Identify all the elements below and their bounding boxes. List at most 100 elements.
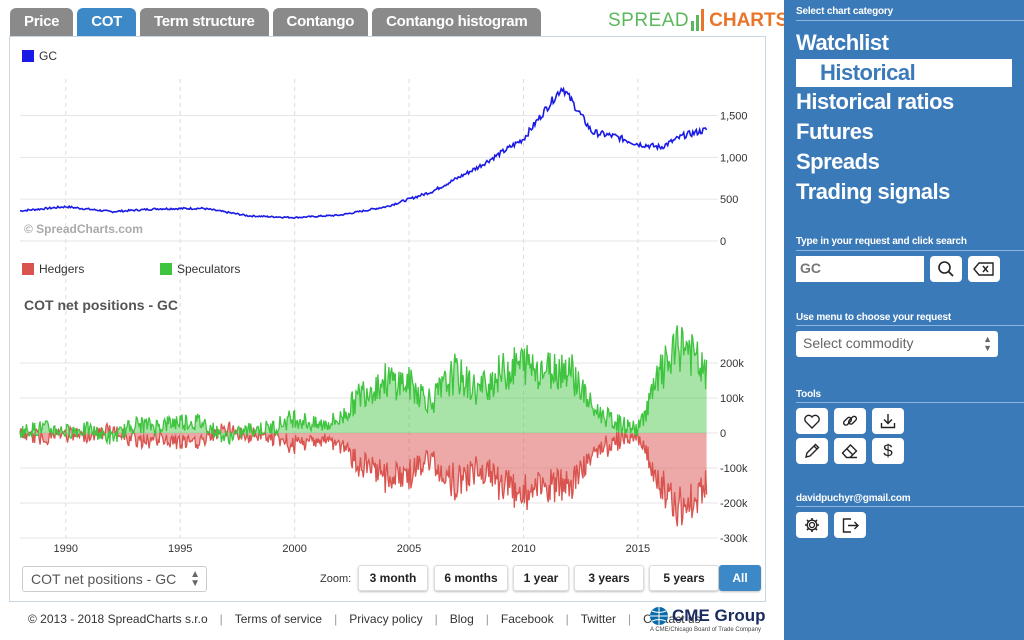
cot-ytick-label: 100k xyxy=(720,393,744,405)
clear-search-button[interactable] xyxy=(968,256,1000,282)
logout-button[interactable] xyxy=(834,512,866,538)
cot-ytick-label: 200k xyxy=(720,358,744,370)
divider xyxy=(796,250,1024,251)
tab-price[interactable]: Price xyxy=(10,8,74,36)
hedgers-label: Hedgers xyxy=(39,262,85,276)
price-ytick-label: 1,000 xyxy=(720,152,748,164)
pencil-icon xyxy=(805,443,820,458)
logo-bars-icon xyxy=(690,9,708,33)
footer-separator: | xyxy=(485,612,489,626)
commodity-select[interactable]: Select commodity ▲ ▼ xyxy=(796,331,998,357)
backspace-icon xyxy=(973,262,994,276)
category-futures[interactable]: Futures xyxy=(796,119,874,144)
dollar-icon: $ xyxy=(883,441,893,460)
footer-separator: | xyxy=(565,612,569,626)
series-select[interactable]: COT net positions - GC ▲ ▼ xyxy=(22,566,207,592)
footer-link-blog[interactable]: Blog xyxy=(449,612,474,626)
zoom-3-years-button[interactable]: 3 years xyxy=(574,565,644,591)
category-historical-ratios[interactable]: Historical ratios xyxy=(796,89,954,114)
footer-link-privacy-policy[interactable]: Privacy policy xyxy=(349,612,423,626)
tab-cot[interactable]: COT xyxy=(77,8,136,36)
spreadcharts-logo[interactable]: SPREAD CHARTS xyxy=(608,6,788,36)
search-button[interactable] xyxy=(930,256,962,282)
chart-panel: GC 0 500 1,000 1,500 200k 100k 0 -100k -200k -300… xyxy=(9,36,766,602)
divider xyxy=(796,402,1024,403)
price-legend-label: GC xyxy=(39,49,57,63)
tools-heading: Tools xyxy=(796,389,821,400)
price-legend[interactable]: GC xyxy=(22,49,57,63)
footer-link-terms-of-service[interactable]: Terms of service xyxy=(234,612,323,626)
erase-button[interactable] xyxy=(834,438,866,464)
select-arrows-icon: ▲ ▼ xyxy=(983,334,992,353)
logo-spread-text: SPREAD xyxy=(608,10,690,31)
price-legend-swatch xyxy=(22,50,34,62)
xtick-label: 2015 xyxy=(626,543,650,555)
xtick-label: 2005 xyxy=(397,543,421,555)
link-button[interactable] xyxy=(834,408,866,434)
footer-link-twitter[interactable]: Twitter xyxy=(580,612,617,626)
hedgers-swatch xyxy=(22,263,34,275)
xtick-label: 2010 xyxy=(511,543,535,555)
xtick-label: 2000 xyxy=(282,543,306,555)
favorite-button[interactable] xyxy=(796,408,828,434)
cot-chart-title: COT net positions - GC xyxy=(24,297,178,313)
price-series-line xyxy=(19,86,708,220)
settings-button[interactable] xyxy=(796,512,828,538)
speculators-label: Speculators xyxy=(177,262,241,276)
category-spreads[interactable]: Spreads xyxy=(796,149,880,174)
footer-copyright: © 2013 - 2018 SpreadCharts s.r.o xyxy=(28,612,208,626)
select-arrows-icon: ▲ ▼ xyxy=(190,569,200,589)
eraser-icon xyxy=(841,444,858,459)
footer-separator: | xyxy=(219,612,223,626)
logo-charts-text: CHARTS xyxy=(709,10,789,31)
series-select-value: COT net positions - GC xyxy=(31,571,177,587)
price-ytick-label: 1,500 xyxy=(720,110,748,122)
zoom-6-months-button[interactable]: 6 months xyxy=(434,565,508,591)
category-watchlist[interactable]: Watchlist xyxy=(796,30,889,55)
search-input[interactable]: GC xyxy=(796,256,924,282)
footer-separator: | xyxy=(628,612,632,626)
price-ytick-label: 0 xyxy=(720,236,726,248)
search-icon xyxy=(938,261,954,277)
draw-button[interactable] xyxy=(796,438,828,464)
category-trading-signals[interactable]: Trading signals xyxy=(796,179,950,204)
logout-icon xyxy=(842,517,859,533)
tab-term-structure[interactable]: Term structure xyxy=(139,8,269,36)
cot-legend-hedgers[interactable]: Hedgers xyxy=(22,262,84,276)
chart-tabs: Price COT Term structure Contango Contango h… xyxy=(10,8,545,36)
cot-ytick-label: -100k xyxy=(720,463,748,475)
search-heading: Type in your request and click search xyxy=(796,236,967,247)
menu-heading: Use menu to choose your request xyxy=(796,312,951,323)
category-heading: Select chart category xyxy=(796,6,893,17)
footer-separator: | xyxy=(334,612,338,626)
cot-ytick-label: 0 xyxy=(720,428,726,440)
footer: © 2013 - 2018 SpreadCharts s.r.o | Terms … xyxy=(28,612,701,626)
zoom-5-years-button[interactable]: 5 years xyxy=(649,565,719,591)
sidebar: Select chart category Watchlist Historica… xyxy=(784,0,1024,640)
watermark: © SpreadCharts.com xyxy=(24,222,143,236)
zoom-label: Zoom: xyxy=(320,573,352,585)
tab-contango[interactable]: Contango xyxy=(272,8,369,36)
cot-legend-speculators[interactable]: Speculators xyxy=(160,262,240,276)
tab-contango-histogram[interactable]: Contango histogram xyxy=(372,8,542,36)
gear-icon xyxy=(805,518,819,532)
zoom-3-month-button[interactable]: 3 month xyxy=(358,565,428,591)
heart-icon xyxy=(804,414,820,429)
footer-separator: | xyxy=(434,612,438,626)
divider xyxy=(796,325,1024,326)
speculators-swatch xyxy=(160,263,172,275)
chart-canvas[interactable]: 0 500 1,000 1,500 200k 100k 0 -100k -200k -300k 19… xyxy=(10,37,767,557)
link-icon xyxy=(842,415,858,426)
pricing-button[interactable]: $ xyxy=(872,438,904,464)
download-button[interactable] xyxy=(872,408,904,434)
cot-ytick-label: -200k xyxy=(720,498,748,510)
cme-brand-text: CME Group xyxy=(672,606,766,625)
category-historical[interactable]: Historical xyxy=(796,59,1012,87)
zoom-all-button[interactable]: All xyxy=(719,565,761,591)
xtick-label: 1990 xyxy=(54,543,78,555)
cme-logo[interactable]: CME Group A CME/Chicago Board of Trade C… xyxy=(650,606,766,633)
zoom-1-year-button[interactable]: 1 year xyxy=(513,565,569,591)
footer-link-facebook[interactable]: Facebook xyxy=(500,612,554,626)
speculators-line xyxy=(19,325,708,445)
hedgers-line xyxy=(19,421,708,527)
